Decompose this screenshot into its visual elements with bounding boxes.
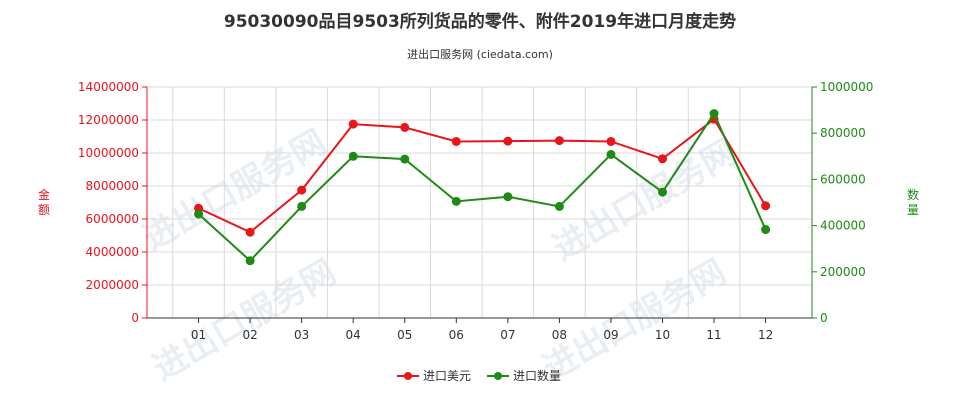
legend-item-1[interactable]: 进口美元 [397, 369, 471, 383]
series-1-point [658, 154, 668, 164]
series-2-point [554, 201, 564, 211]
plot-area [194, 109, 771, 266]
axes: 0200000040000006000000800000010000000120… [38, 80, 919, 342]
series-2-point [658, 187, 668, 197]
series-2-point [400, 154, 410, 164]
series-1-point [348, 119, 358, 129]
series-2-point [348, 151, 358, 161]
x-tick-label: 03 [294, 328, 309, 342]
y-axis-left-title: 金额 [38, 187, 50, 217]
legend-item-2[interactable]: 进口数量 [487, 368, 561, 383]
x-tick-label: 05 [397, 328, 412, 342]
y-left-tick-label: 8000000 [86, 179, 139, 193]
series-1-point [606, 136, 616, 146]
x-tick-label: 06 [449, 328, 464, 342]
y-left-tick-label: 6000000 [86, 212, 139, 226]
series-1-point [297, 185, 307, 195]
legend-marker [494, 372, 502, 380]
y-right-tick-label: 0 [820, 311, 828, 325]
y-right-tick-label: 200000 [820, 265, 866, 279]
legend-marker [404, 372, 412, 380]
legend-label: 进口美元 [423, 369, 471, 383]
series-1-point [554, 136, 564, 146]
y-left-tick-label: 0 [131, 311, 139, 325]
series-1-point [400, 122, 410, 132]
y-right-tick-label: 600000 [820, 172, 866, 186]
x-tick-label: 12 [758, 328, 773, 342]
x-tick-label: 08 [552, 328, 567, 342]
chart-subtitle: 进出口服务网 (ciedata.com) [407, 47, 553, 61]
series-line-1 [198, 117, 767, 234]
series-2-point [709, 109, 719, 119]
series-1-point [245, 227, 255, 237]
chart-title: 95030090品目9503所列货品的零件、附件2019年进口月度走势 [224, 11, 736, 32]
series-2-point [245, 256, 255, 266]
watermark-text: 进出口服务网 [146, 252, 343, 389]
x-tick-label: 11 [706, 328, 721, 342]
x-tick-label: 01 [191, 328, 206, 342]
y-right-tick-label: 1000000 [820, 80, 873, 94]
y-left-tick-label: 14000000 [78, 80, 139, 94]
y-right-tick-label: 800000 [820, 126, 866, 140]
series-1-point [451, 136, 461, 146]
x-tick-label: 02 [242, 328, 257, 342]
y-left-tick-label: 4000000 [86, 245, 139, 259]
series-1-point [761, 201, 771, 211]
series-2-point [451, 196, 461, 206]
y-left-tick-label: 12000000 [78, 113, 139, 127]
grid-lines [147, 86, 813, 319]
series-2-point [194, 209, 204, 219]
series-2-point [297, 201, 307, 211]
x-tick-label: 07 [500, 328, 515, 342]
series-1-point [503, 136, 513, 146]
series-2-point [606, 149, 616, 159]
legend-label: 进口数量 [513, 368, 561, 383]
y-left-tick-label: 2000000 [86, 278, 139, 292]
y-left-tick-label: 10000000 [78, 146, 139, 160]
watermark-text: 进出口服务网 [536, 252, 733, 389]
x-tick-label: 10 [655, 328, 670, 342]
series-2-point [761, 225, 771, 235]
legend[interactable]: 进口美元 进口数量 [397, 368, 561, 383]
y-axis-right-title: 数量 [907, 187, 919, 217]
x-tick-label: 09 [603, 328, 618, 342]
series-line-2 [197, 111, 767, 263]
x-tick-label: 04 [346, 328, 361, 342]
y-right-tick-label: 400000 [820, 219, 866, 233]
series-2-point [503, 192, 513, 202]
